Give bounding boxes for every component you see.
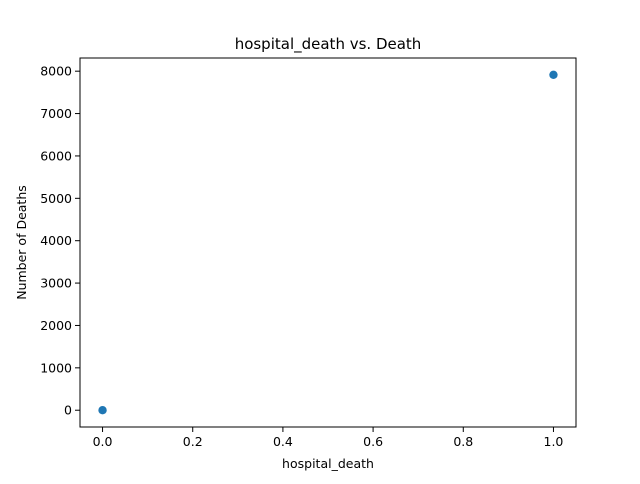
y-tick-label: 7000 xyxy=(40,106,72,121)
data-point xyxy=(98,406,107,415)
x-tick-label: 0.2 xyxy=(183,434,203,449)
y-tick-label: 1000 xyxy=(40,360,72,375)
y-tick-label: 2000 xyxy=(40,318,72,333)
data-point xyxy=(549,70,558,79)
chart-title: hospital_death vs. Death xyxy=(235,35,422,54)
x-tick-label: 0.6 xyxy=(363,434,383,449)
y-tick-label: 0 xyxy=(64,403,72,418)
y-tick-label: 8000 xyxy=(40,64,72,79)
y-tick-label: 6000 xyxy=(40,148,72,163)
x-axis: 0.0 0.2 0.4 0.6 0.8 1.0 xyxy=(93,427,564,449)
plot-area xyxy=(98,70,558,415)
y-axis: 0 1000 2000 3000 4000 5000 6000 7000 8000 xyxy=(40,64,80,418)
plot-frame xyxy=(79,57,577,428)
y-axis-label: Number of Deaths xyxy=(14,185,29,300)
x-tick-label: 0.8 xyxy=(453,434,473,449)
x-tick-label: 0.0 xyxy=(93,434,113,449)
x-tick-label: 1.0 xyxy=(544,434,564,449)
y-tick-label: 5000 xyxy=(40,191,72,206)
y-tick-label: 4000 xyxy=(40,233,72,248)
y-tick-label: 3000 xyxy=(40,276,72,291)
x-tick-label: 0.4 xyxy=(273,434,293,449)
x-axis-label: hospital_death xyxy=(282,456,374,471)
